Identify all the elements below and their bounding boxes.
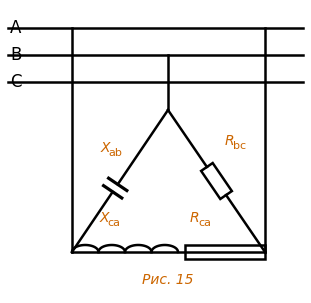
- Text: R: R: [190, 211, 200, 225]
- Text: X: X: [100, 211, 109, 225]
- Bar: [185, 245, 265, 259]
- Text: ca: ca: [198, 218, 211, 228]
- Text: X: X: [101, 141, 110, 155]
- Text: A: A: [10, 19, 21, 37]
- Polygon shape: [201, 163, 232, 199]
- Text: Рис. 15: Рис. 15: [142, 273, 194, 287]
- Text: B: B: [10, 46, 21, 64]
- Text: ca: ca: [107, 218, 120, 228]
- Text: C: C: [10, 73, 21, 91]
- Text: R: R: [225, 134, 234, 148]
- Text: ab: ab: [108, 148, 122, 158]
- Text: bc: bc: [233, 141, 246, 151]
